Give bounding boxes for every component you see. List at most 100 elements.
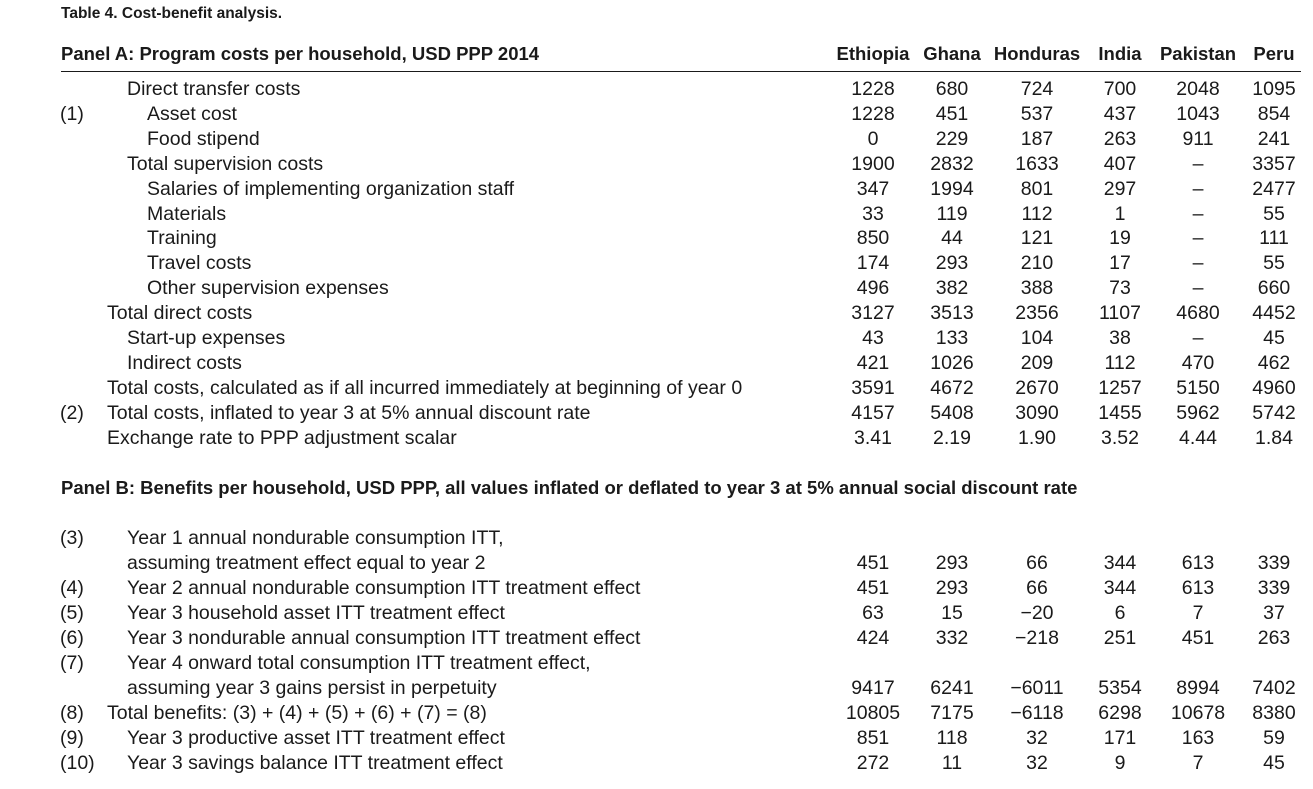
table-row: Indirect costs 421 1026 209 112 470 462 [0, 351, 1313, 376]
cell-pakistan: 470 [1181, 352, 1215, 374]
cell-ghana: 2.19 [933, 427, 971, 449]
cell-peru: 241 [1257, 128, 1291, 150]
cell-india: 344 [1103, 552, 1137, 574]
cell-honduras: 121 [1020, 227, 1054, 249]
cell-pakistan: 7 [1192, 752, 1204, 774]
table-row: Start-up expenses 43 133 104 38 – 45 [0, 326, 1313, 351]
cell-honduras: 209 [1020, 352, 1054, 374]
panel-a-title: Panel A: Program costs per household, US… [61, 43, 540, 64]
cell-ghana: 680 [935, 78, 969, 100]
row-label: Total benefits: (3) + (4) + (5) + (6) + … [107, 702, 487, 724]
cell-honduras: −6011 [1010, 677, 1064, 699]
cell-ethiopia: 421 [856, 352, 890, 374]
row-label: Food stipend [147, 128, 260, 150]
cell-ethiopia: 33 [862, 203, 884, 225]
cell-peru: 111 [1259, 227, 1289, 249]
cell-peru: 45 [1263, 327, 1285, 349]
header-rule [61, 71, 1301, 72]
row-label: Indirect costs [127, 352, 242, 374]
cell-ethiopia: 850 [856, 227, 890, 249]
row-label: assuming year 3 gains persist in perpetu… [127, 677, 497, 699]
cell-ghana: 229 [935, 128, 969, 150]
cell-peru: 1095 [1252, 78, 1296, 100]
cell-ghana: 451 [935, 103, 969, 125]
row-number: (6) [60, 627, 84, 649]
table-row: Food stipend 0 229 187 263 911 241 [0, 127, 1313, 152]
cell-india: 73 [1109, 277, 1131, 299]
row-number: (3) [60, 527, 84, 549]
cell-india: 5354 [1098, 677, 1142, 699]
cell-ethiopia: 174 [856, 252, 890, 274]
cell-ethiopia: 43 [862, 327, 884, 349]
cell-india: 171 [1103, 727, 1137, 749]
cell-ethiopia: 10805 [845, 702, 901, 724]
cell-pakistan: – [1192, 178, 1204, 200]
cell-india: 17 [1109, 252, 1131, 274]
cell-ethiopia: 451 [856, 577, 890, 599]
row-label: Training [147, 227, 217, 249]
cell-ghana: 332 [935, 627, 969, 649]
row-number: (8) [60, 702, 84, 724]
cell-pakistan: 613 [1181, 552, 1215, 574]
cell-ghana: 118 [936, 727, 968, 749]
cell-india: 297 [1103, 178, 1137, 200]
cell-peru: 59 [1263, 727, 1285, 749]
cell-ethiopia: 3591 [851, 377, 895, 399]
row-label: Direct transfer costs [127, 78, 301, 100]
column-header-honduras: Honduras [993, 43, 1081, 64]
cell-peru: 339 [1257, 552, 1291, 574]
cell-peru: 462 [1257, 352, 1291, 374]
cell-honduras: 32 [1026, 752, 1048, 774]
cell-pakistan: – [1192, 153, 1204, 175]
cell-peru: 4452 [1252, 302, 1296, 324]
cell-honduras: 388 [1020, 277, 1054, 299]
table-row: assuming treatment effect equal to year … [0, 551, 1313, 576]
cell-pakistan: 5150 [1176, 377, 1220, 399]
column-header-peru: Peru [1253, 43, 1295, 64]
cell-ghana: 293 [935, 252, 969, 274]
row-label: Other supervision expenses [147, 277, 389, 299]
cell-pakistan: 911 [1182, 128, 1214, 150]
cell-pakistan: 1043 [1176, 103, 1220, 125]
cell-india: 19 [1109, 227, 1131, 249]
cell-india: 437 [1103, 103, 1137, 125]
row-label: Asset cost [147, 103, 237, 125]
cell-honduras: 210 [1020, 252, 1054, 274]
cell-ethiopia: 1900 [851, 153, 895, 175]
table-caption: Table 4. Cost-benefit analysis. [61, 5, 283, 22]
row-label: Total direct costs [107, 302, 253, 324]
cell-india: 1107 [1099, 302, 1141, 324]
cell-peru: 5742 [1252, 402, 1296, 424]
cell-ethiopia: 9417 [851, 677, 895, 699]
row-number: (4) [60, 577, 84, 599]
cell-honduras: 1.90 [1018, 427, 1056, 449]
cell-ghana: 7175 [930, 702, 974, 724]
cell-india: 700 [1103, 78, 1137, 100]
table-row: (6) Year 3 nondurable annual consumption … [0, 626, 1313, 651]
cell-ethiopia: 3127 [851, 302, 895, 324]
row-number: (9) [60, 727, 84, 749]
cell-honduras: 2670 [1015, 377, 1059, 399]
cell-honduras: 537 [1020, 103, 1054, 125]
cell-pakistan: 4.44 [1179, 427, 1217, 449]
cell-ghana: 15 [941, 602, 963, 624]
cell-pakistan: – [1192, 277, 1204, 299]
row-label: Year 4 onward total consumption ITT trea… [127, 652, 591, 674]
cell-india: 9 [1114, 752, 1126, 774]
cell-ethiopia: 1228 [851, 78, 895, 100]
table-row: Exchange rate to PPP adjustment scalar 3.… [0, 426, 1313, 451]
cell-ethiopia: 63 [862, 602, 884, 624]
cell-india: 38 [1109, 327, 1131, 349]
column-header-ethiopia: Ethiopia [836, 43, 910, 64]
cell-peru: 1.84 [1255, 427, 1293, 449]
cell-india: 3.52 [1101, 427, 1139, 449]
cell-ethiopia: 851 [856, 727, 890, 749]
cell-honduras: 66 [1026, 577, 1048, 599]
cell-india: 344 [1103, 577, 1137, 599]
cell-ghana: 1026 [930, 352, 974, 374]
cell-ethiopia: 347 [856, 178, 890, 200]
cell-ethiopia: 451 [856, 552, 890, 574]
table-row: (9) Year 3 productive asset ITT treatment… [0, 726, 1313, 751]
cell-peru: 8380 [1252, 702, 1296, 724]
cell-pakistan: – [1192, 252, 1204, 274]
